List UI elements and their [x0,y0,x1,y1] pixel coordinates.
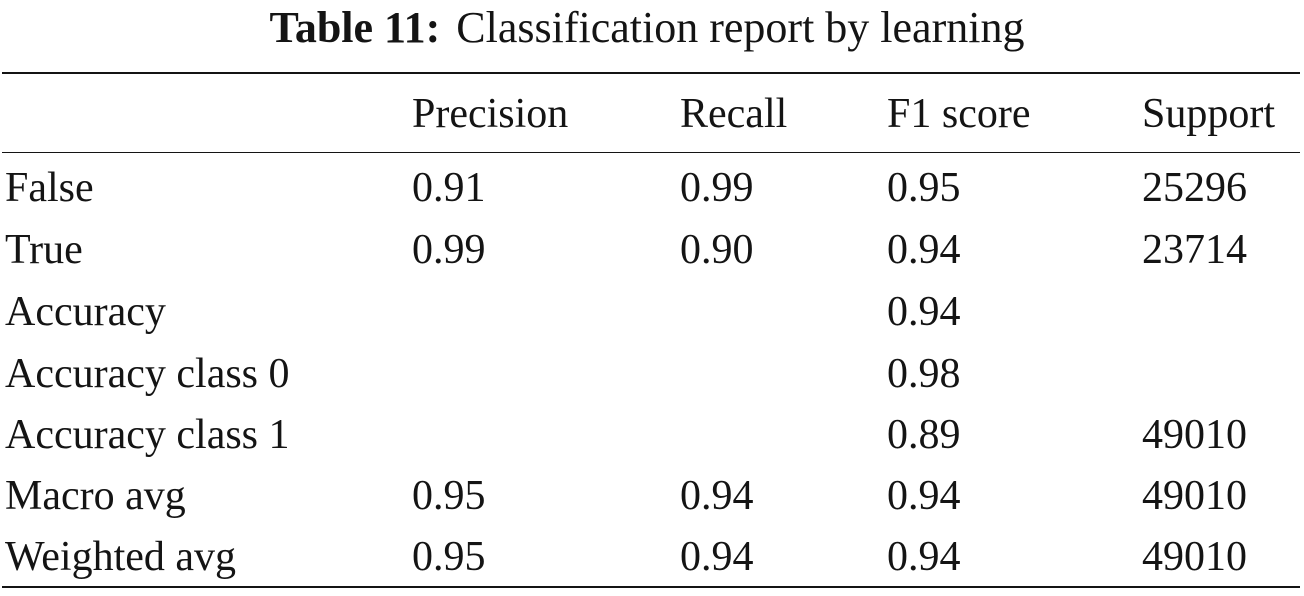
f1-score-cell: 0.95 [887,165,961,211]
table-caption: Table 11: Classification report by learni… [0,2,1294,54]
recall-cell: 0.94 [680,473,754,519]
precision-cell: 0.99 [412,227,486,273]
table-row: Accuracy class 1 0.89 49010 [0,407,1304,463]
header-cell-recall: Recall [680,91,788,137]
support-cell: 49010 [1142,473,1247,519]
row-label: Accuracy [5,289,166,335]
precision-cell: 0.91 [412,165,486,211]
table-row: Macro avg 0.95 0.94 0.94 49010 [0,468,1304,524]
table-top-rule [2,72,1300,74]
f1-score-cell: 0.94 [887,289,961,335]
table-row: True 0.99 0.90 0.94 23714 [0,222,1304,278]
header-cell-support: Support [1142,91,1276,137]
row-label: Accuracy class 1 [5,412,290,458]
table-row: Accuracy class 0 0.98 [0,346,1304,402]
row-label: True [5,227,83,273]
support-cell: 25296 [1142,165,1247,211]
recall-cell: 0.94 [680,534,754,580]
table-caption-label: Table 11: [269,3,441,52]
recall-cell: 0.99 [680,165,754,211]
table-header-rule [2,152,1300,153]
table-row: Accuracy 0.94 [0,284,1304,340]
support-cell: 49010 [1142,534,1247,580]
table-header-row: Precision Recall F1 score Support [0,86,1304,142]
f1-score-cell: 0.94 [887,473,961,519]
table-bottom-rule [2,586,1300,588]
row-label: Accuracy class 0 [5,351,290,397]
f1-score-cell: 0.94 [887,534,961,580]
support-cell: 23714 [1142,227,1247,273]
f1-score-cell: 0.94 [887,227,961,273]
table-row: Weighted avg 0.95 0.94 0.94 49010 [0,529,1304,585]
table-caption-text: Classification report by learning [456,3,1025,52]
row-label: Macro avg [5,473,186,519]
row-label: Weighted avg [5,534,237,580]
recall-cell: 0.90 [680,227,754,273]
header-cell-precision: Precision [412,91,569,137]
precision-cell: 0.95 [412,534,486,580]
precision-cell: 0.95 [412,473,486,519]
f1-score-cell: 0.89 [887,412,961,458]
header-cell-f1-score: F1 score [887,91,1031,137]
support-cell: 49010 [1142,412,1247,458]
f1-score-cell: 0.98 [887,351,961,397]
table-row: False 0.91 0.99 0.95 25296 [0,160,1304,216]
row-label: False [5,165,94,211]
